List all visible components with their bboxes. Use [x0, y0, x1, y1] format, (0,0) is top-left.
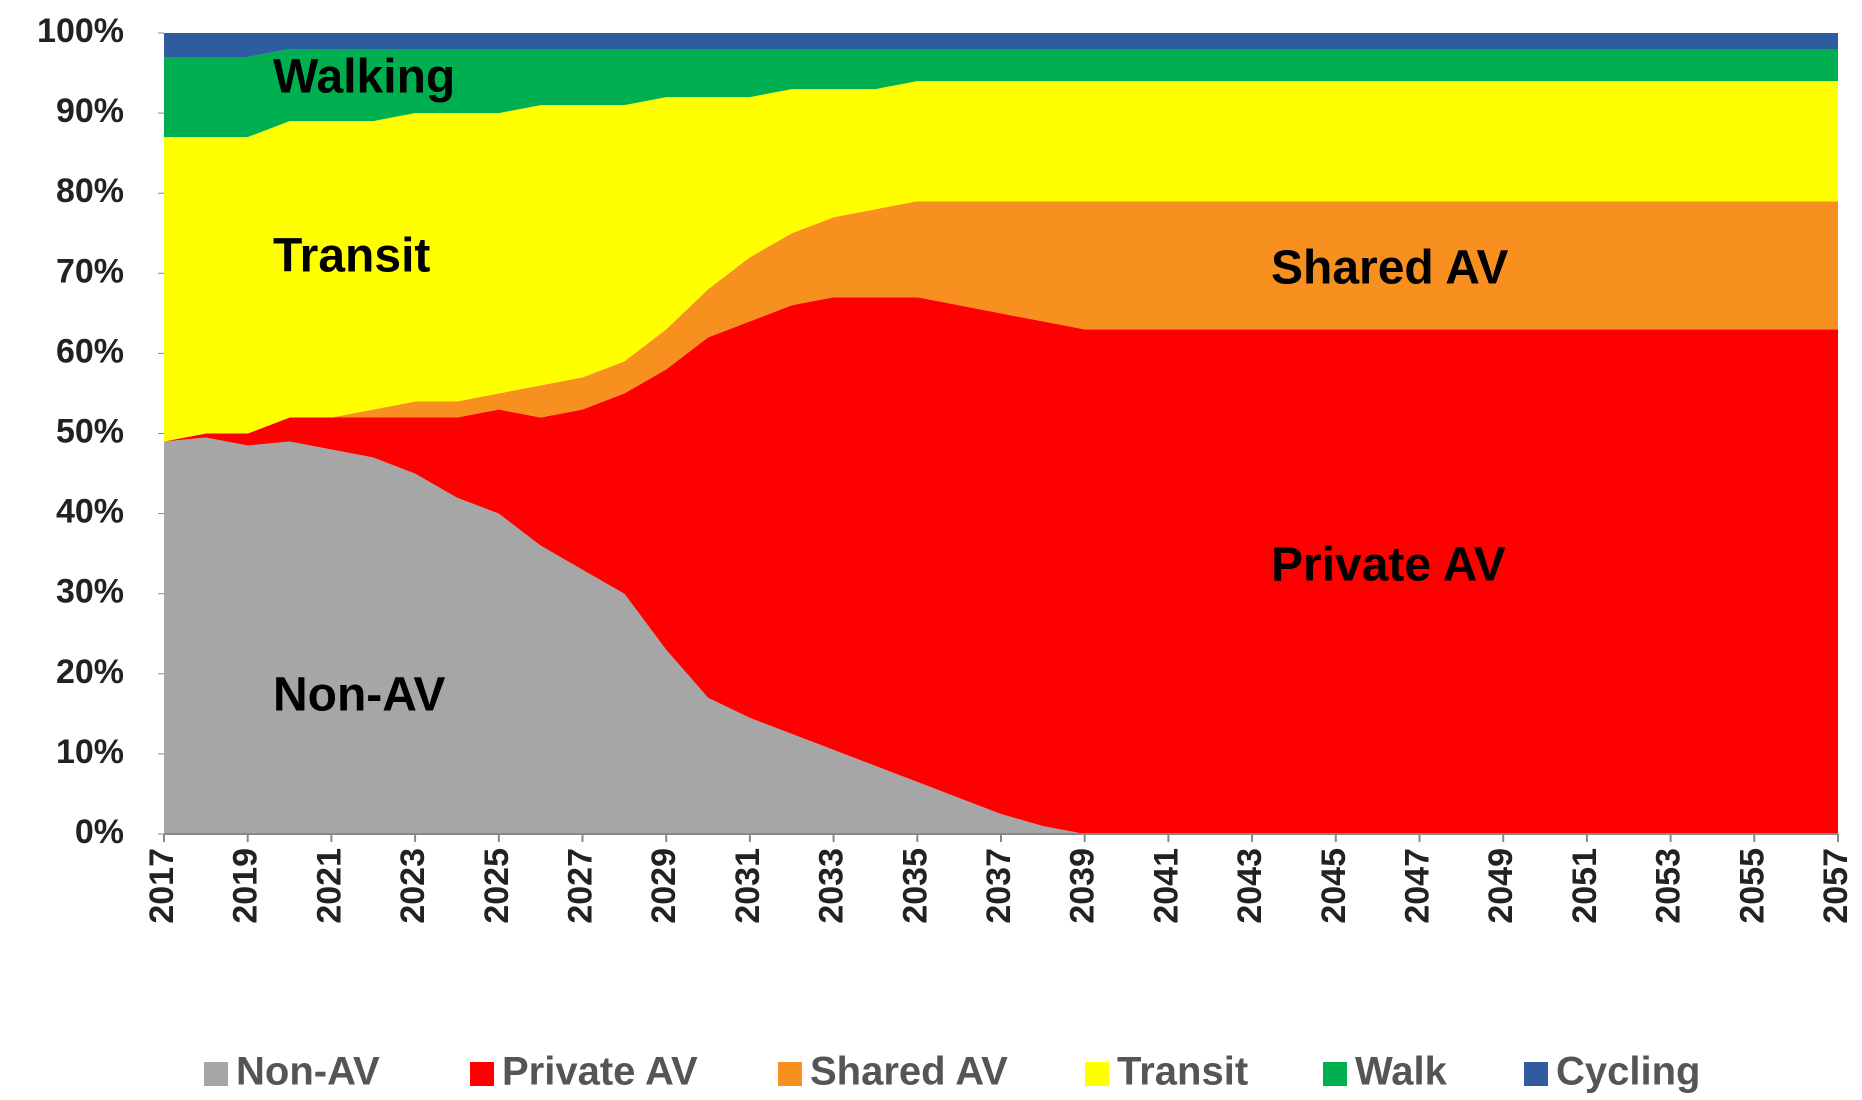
y-tick-label: 40%	[56, 493, 124, 531]
legend-swatch	[1524, 1062, 1548, 1086]
legend-label: Cycling	[1556, 1050, 1700, 1094]
annotation: Walking	[273, 51, 455, 104]
x-tick-label: 2025	[478, 848, 516, 924]
x-tick-label: 2037	[980, 848, 1018, 924]
x-tick-label: 2057	[1817, 848, 1855, 924]
y-tick-label: 10%	[56, 733, 124, 771]
x-tick-label: 2029	[645, 848, 683, 924]
legend-swatch	[1323, 1062, 1347, 1086]
legend-label: Shared AV	[810, 1050, 1008, 1094]
x-tick-label: 2051	[1566, 848, 1604, 924]
y-tick-label: 50%	[56, 412, 124, 450]
legend-label: Non-AV	[236, 1050, 380, 1094]
y-tick-label: 80%	[56, 172, 124, 210]
area	[164, 201, 1838, 442]
annotation: Private AV	[1271, 539, 1506, 592]
x-tick-label: 2041	[1147, 848, 1185, 924]
legend-label: Walk	[1355, 1050, 1448, 1094]
x-tick-label: 2049	[1482, 848, 1520, 924]
y-tick-label: 30%	[56, 573, 124, 611]
x-tick-label: 2019	[227, 848, 265, 924]
legend-swatch	[778, 1062, 802, 1086]
x-tick-label: 2023	[394, 848, 432, 924]
x-tick-label: 2035	[896, 848, 934, 924]
area	[164, 437, 1838, 834]
legend-label: Transit	[1117, 1050, 1248, 1094]
y-tick-label: 0%	[75, 813, 124, 851]
x-tick-label: 2045	[1315, 848, 1353, 924]
x-tick-label: 2043	[1231, 848, 1269, 924]
x-tick-label: 2033	[813, 848, 851, 924]
x-tick-label: 2031	[729, 848, 767, 924]
y-tick-label: 100%	[37, 12, 124, 50]
y-tick-label: 20%	[56, 653, 124, 691]
x-tick-label: 2053	[1650, 848, 1688, 924]
annotation: Shared AV	[1271, 242, 1508, 295]
annotation: Non-AV	[273, 669, 445, 722]
area	[164, 33, 1838, 57]
area	[164, 49, 1838, 138]
x-tick-label: 2047	[1398, 848, 1436, 924]
legend-swatch	[1085, 1062, 1109, 1086]
x-tick-label: 2055	[1733, 848, 1771, 924]
x-tick-label: 2027	[561, 848, 599, 924]
area	[164, 81, 1838, 442]
x-tick-label: 2017	[143, 848, 181, 924]
y-tick-label: 60%	[56, 332, 124, 370]
legend-swatch	[204, 1062, 228, 1086]
x-tick-label: 2021	[310, 848, 348, 924]
y-tick-label: 70%	[56, 252, 124, 290]
annotation: Transit	[273, 230, 430, 283]
area	[164, 297, 1838, 834]
legend-swatch	[470, 1062, 494, 1086]
legend-label: Private AV	[502, 1050, 698, 1094]
y-tick-label: 90%	[56, 92, 124, 130]
x-tick-label: 2039	[1064, 848, 1102, 924]
